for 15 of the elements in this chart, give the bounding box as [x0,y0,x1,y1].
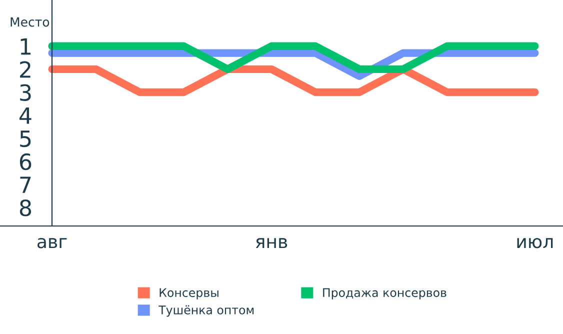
legend-label: Продажа консервов [323,288,446,300]
x-tick-label: янв [256,238,288,248]
x-tick-label: авг [37,238,67,248]
legend-label: Тушёнка оптом [158,305,254,317]
y-axis-title: Место [10,17,50,27]
y-tick-label: 1 [20,38,31,55]
y-tick-label: 2 [20,61,30,78]
y-tick-label: 3 [20,84,31,102]
x-tick-label: июл [517,238,553,248]
y-tick-label: 7 [20,176,31,193]
y-tick-label: 5 [20,130,31,148]
y-tick-label: 6 [20,153,32,170]
y-tick-label: 4 [20,108,32,124]
legend-label: Консервы [160,288,218,300]
y-tick-label: 8 [20,200,32,216]
